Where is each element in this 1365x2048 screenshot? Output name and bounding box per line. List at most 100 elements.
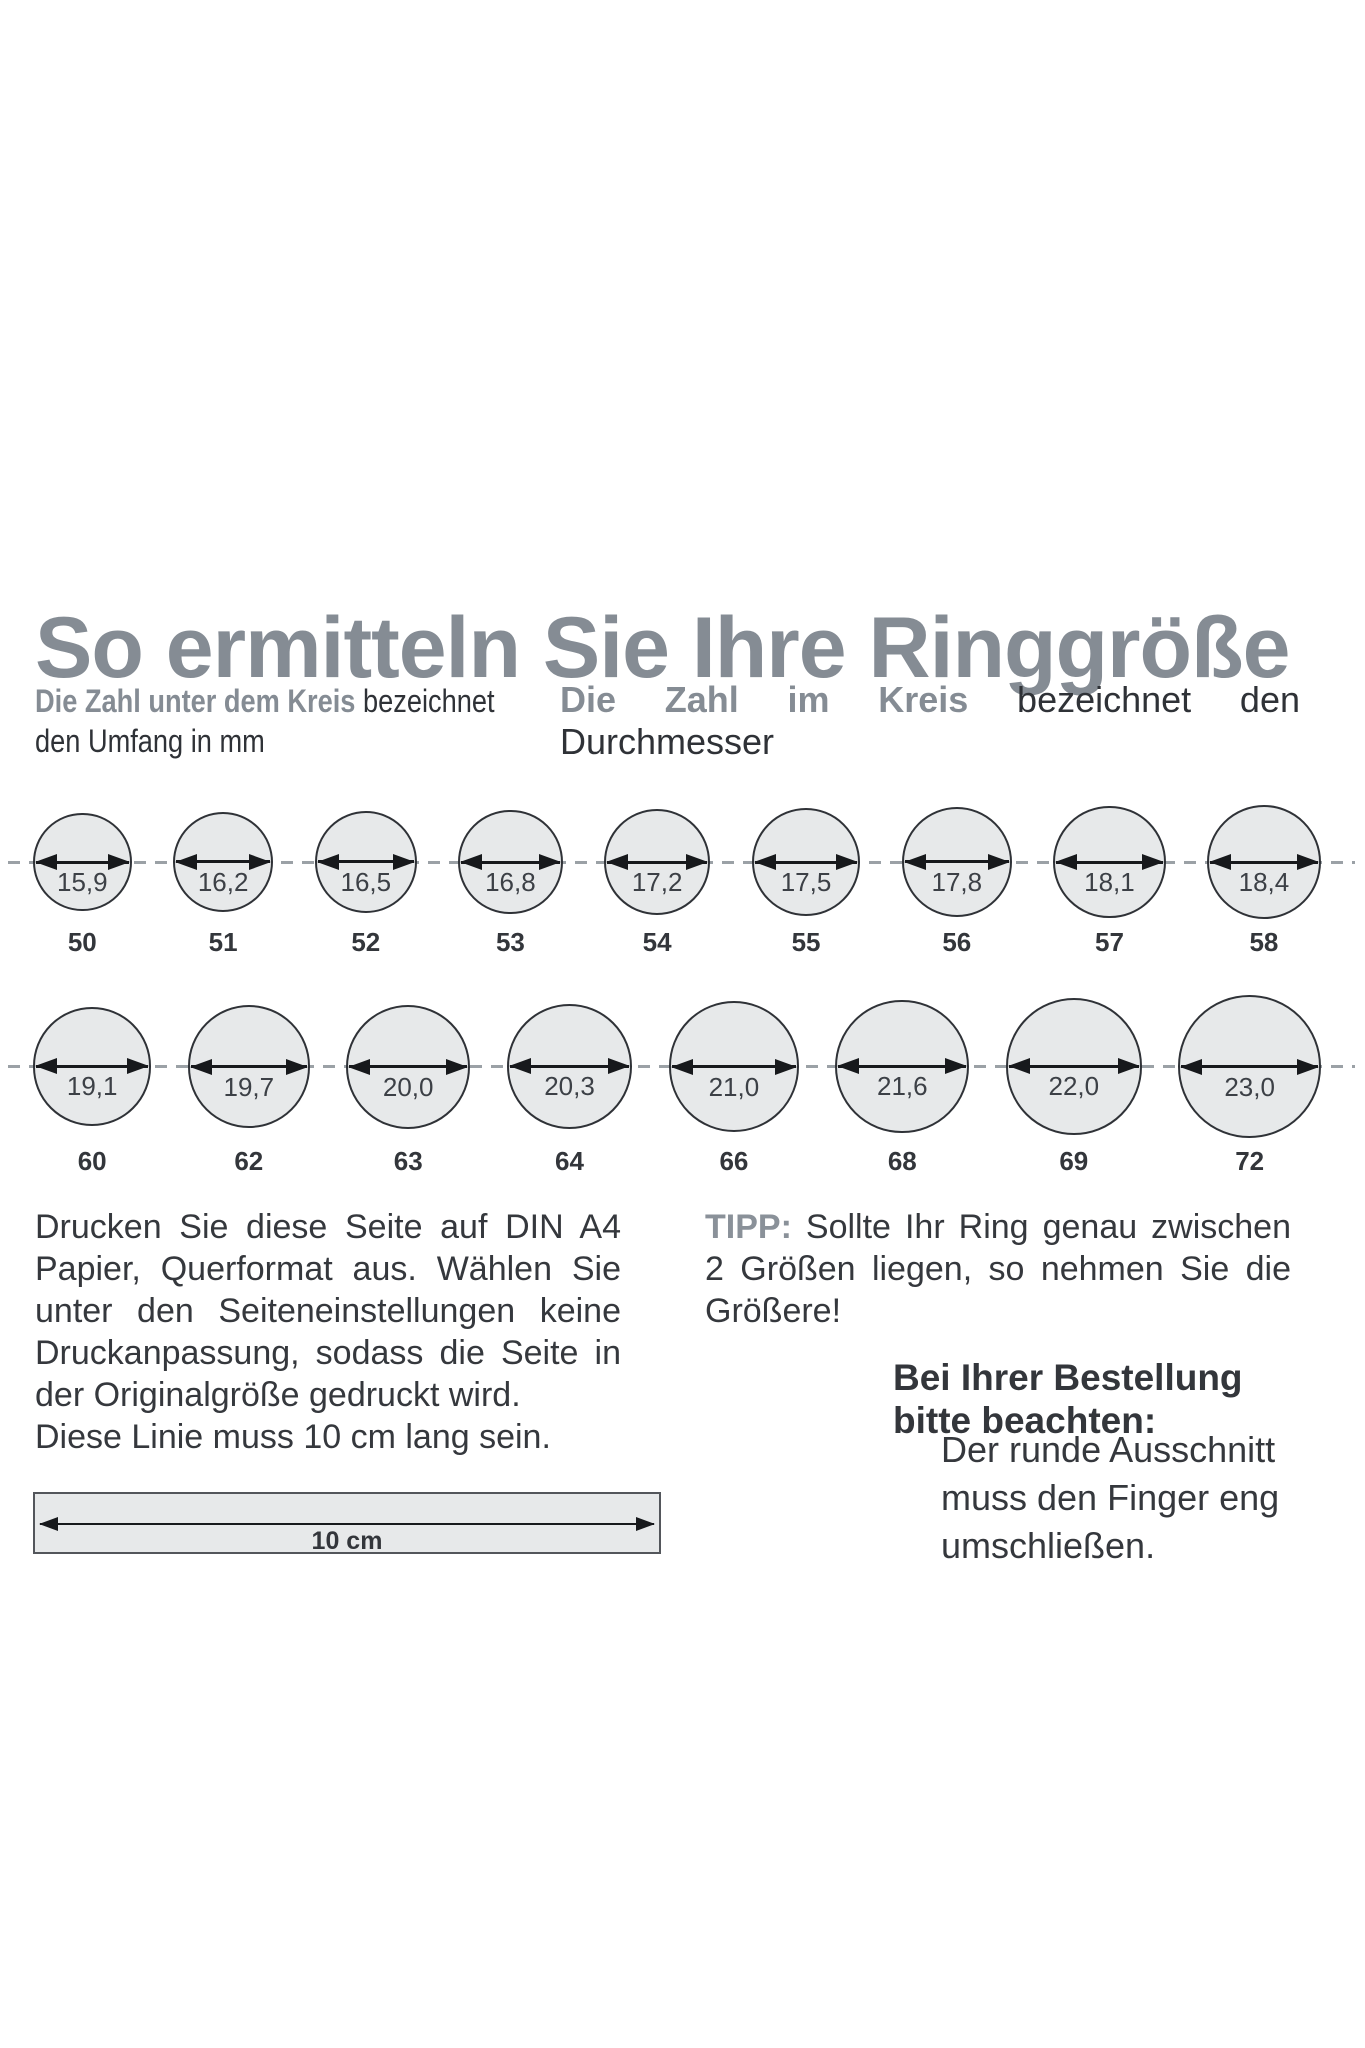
diameter-arrow-icon	[1208, 854, 1319, 870]
arrow-left-head-icon	[903, 853, 926, 870]
order-note-heading: Bei Ihrer Bestellung bitte beachten:	[893, 1357, 1243, 1441]
order-note-body: Der runde Ausschnitt muss den Finger eng…	[941, 1429, 1280, 1566]
diameter-label: 17,8	[931, 866, 983, 897]
ring-size-cell: 21,0 66	[668, 995, 799, 1176]
arrow-left-head-icon	[39, 1517, 58, 1531]
ring-size-cell: 16,8 53	[458, 805, 563, 957]
print-instructions: Drucken Sie diese Seite auf DIN A4 Papie…	[35, 1206, 621, 1458]
ring-size-cell: 19,1 60	[33, 995, 152, 1176]
diameter-label: 18,1	[1084, 867, 1135, 897]
diameter-label: 21,6	[877, 1071, 928, 1102]
arrow-right-head-icon	[686, 854, 709, 870]
circumference-label: 55	[791, 927, 821, 957]
subtitle-diameter-highlight: Die Zahl im Kreis	[560, 679, 969, 720]
ring-circle: 22,0	[1005, 998, 1142, 1135]
circumference-label: 50	[67, 927, 97, 957]
arrow-left-head-icon	[348, 1058, 371, 1075]
diameter-arrow-icon	[316, 853, 415, 870]
arrow-right-head-icon	[127, 1058, 150, 1075]
arrow-right-head-icon	[392, 853, 415, 870]
arrow-left-head-icon	[837, 1058, 860, 1075]
arrow-right-head-icon	[608, 1058, 631, 1075]
diameter-label: 23,0	[1224, 1071, 1275, 1102]
ring-circle: 17,5	[751, 807, 861, 917]
arrow-left-head-icon	[35, 854, 57, 870]
ring-size-cell: 20,3 64	[506, 995, 633, 1176]
line-length-note: Diese Linie muss 10 cm lang sein.	[35, 1418, 551, 1456]
diameter-label: 18,4	[1238, 867, 1290, 897]
circumference-label: 54	[642, 927, 672, 957]
arrow-left-head-icon	[35, 1058, 57, 1075]
diameter-arrow-icon	[837, 1058, 968, 1075]
diameter-label: 19,1	[66, 1071, 118, 1102]
arrow-left-head-icon	[670, 1058, 693, 1075]
arrow-left-head-icon	[1007, 1058, 1030, 1075]
print-instructions-paragraph: Drucken Sie diese Seite auf DIN A4 Papie…	[35, 1208, 621, 1414]
arrow-left-head-icon	[316, 853, 339, 870]
arrow-right-head-icon	[1118, 1058, 1140, 1075]
ring-circle: 20,3	[506, 1003, 633, 1130]
arrow-right-head-icon	[1296, 1058, 1319, 1075]
circumference-label: 51	[208, 927, 238, 957]
subtitle-circumference-highlight: Die Zahl unter dem Kreis	[35, 683, 356, 719]
circumference-label: 66	[719, 1146, 749, 1176]
arrow-right-head-icon	[285, 1058, 308, 1075]
ring-circle: 17,8	[901, 806, 1013, 918]
ring-size-cell: 17,8 56	[901, 805, 1013, 957]
arrow-right-head-icon	[988, 853, 1011, 870]
arrow-right-head-icon	[1141, 854, 1164, 870]
arrow-left-head-icon	[460, 854, 483, 870]
arrow-right-head-icon	[249, 853, 272, 870]
diameter-arrow-icon	[670, 1058, 797, 1075]
arrow-left-head-icon	[605, 854, 628, 870]
ring-size-cell: 18,1 57	[1053, 805, 1166, 957]
circumference-label: 63	[393, 1146, 423, 1176]
diameter-label: 22,0	[1048, 1071, 1100, 1102]
diameter-arrow-icon	[348, 1058, 469, 1075]
ring-circle: 17,2	[603, 808, 711, 916]
ring-circle: 19,7	[187, 1005, 310, 1128]
ruler-label: 10 cm	[311, 1527, 383, 1555]
circumference-label: 72	[1235, 1146, 1265, 1176]
circumference-label: 52	[351, 927, 381, 957]
ring-size-cell: 17,5 55	[751, 805, 861, 957]
circumference-label: 53	[495, 927, 525, 957]
ring-size-cell: 21,6 68	[835, 995, 970, 1176]
subtitle-diameter-rest: bezeichnet den Durchmesser	[560, 679, 1300, 762]
ring-size-cell: 20,0 63	[346, 995, 471, 1176]
diameter-arrow-icon	[605, 854, 709, 870]
ring-circle: 16,2	[172, 811, 274, 913]
arrow-right-head-icon	[538, 854, 561, 870]
arrow-right-head-icon	[636, 1517, 655, 1531]
tip-text: Sollte Ihr Ring genau zwischen 2 Größen …	[705, 1208, 1291, 1330]
diameter-label: 16,2	[197, 866, 249, 897]
circumference-label: 57	[1094, 927, 1124, 957]
arrow-left-head-icon	[189, 1058, 212, 1075]
ring-size-cell: 16,5 52	[314, 805, 417, 957]
ring-circle: 21,0	[668, 1001, 799, 1132]
ring-size-cell: 18,4 58	[1206, 804, 1321, 957]
subtitle-circumference-rest: bezeichnet den Umfang in mm	[35, 683, 495, 759]
diameter-label: 20,0	[382, 1071, 434, 1102]
ring-circle: 21,6	[835, 999, 970, 1134]
arrow-left-head-icon	[1180, 1058, 1203, 1075]
arrow-right-head-icon	[775, 1058, 797, 1075]
arrow-right-head-icon	[945, 1058, 968, 1075]
diameter-arrow-icon	[1180, 1058, 1319, 1075]
diameter-arrow-icon	[35, 1058, 150, 1075]
circumference-label: 62	[234, 1146, 264, 1176]
diameter-arrow-icon	[35, 854, 130, 870]
diameter-arrow-icon	[903, 853, 1011, 870]
circumference-label: 64	[555, 1146, 584, 1176]
arrow-left-head-icon	[174, 853, 197, 870]
ring-size-cell: 16,2 51	[172, 805, 274, 957]
ring-size-cell: 17,2 54	[603, 805, 711, 957]
ring-circle: 18,1	[1053, 805, 1166, 919]
ring-circle: 16,5	[314, 810, 417, 914]
circumference-label: 58	[1249, 927, 1279, 957]
diameter-arrow-icon	[753, 854, 859, 870]
diameter-arrow-icon	[508, 1058, 631, 1075]
arrow-left-head-icon	[1208, 854, 1231, 870]
tip-label: TIPP:	[705, 1208, 792, 1246]
